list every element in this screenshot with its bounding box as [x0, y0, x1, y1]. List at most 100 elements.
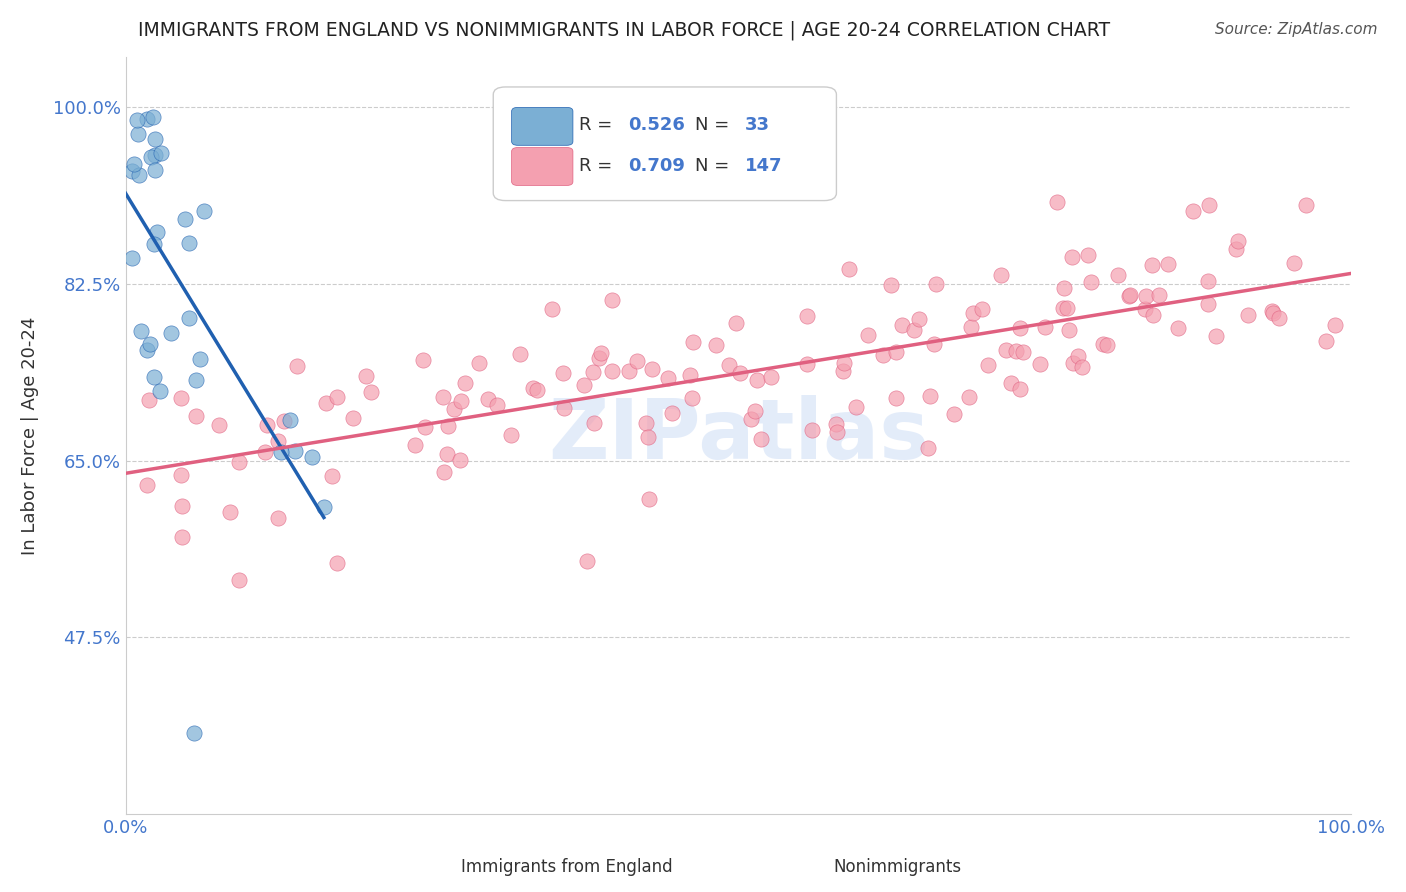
- Point: [468, 356, 491, 370]
- Point: [477, 392, 499, 406]
- Point: [761, 369, 783, 384]
- Point: [575, 554, 598, 568]
- FancyBboxPatch shape: [512, 107, 572, 145]
- Point: [499, 428, 522, 442]
- Text: 0.709: 0.709: [628, 158, 685, 176]
- Point: [432, 390, 454, 404]
- Point: [208, 418, 231, 433]
- Point: [572, 378, 595, 392]
- Point: [1053, 281, 1076, 295]
- Point: [1052, 301, 1074, 315]
- Point: [267, 511, 290, 525]
- Point: [170, 499, 193, 513]
- Point: [1226, 235, 1249, 249]
- Point: [626, 353, 648, 368]
- Point: [174, 212, 197, 227]
- Point: [228, 573, 250, 587]
- Point: [1323, 318, 1346, 332]
- Text: IMMIGRANTS FROM ENGLAND VS NONIMMIGRANTS IN LABOR FORCE | AGE 20-24 CORRELATION : IMMIGRANTS FROM ENGLAND VS NONIMMIGRANTS…: [138, 21, 1109, 40]
- Point: [1008, 383, 1031, 397]
- Point: [354, 368, 377, 383]
- Point: [682, 334, 704, 349]
- Point: [321, 469, 343, 483]
- Point: [602, 364, 624, 378]
- Point: [160, 326, 183, 340]
- Point: [169, 468, 191, 483]
- Point: [142, 237, 165, 252]
- Point: [638, 491, 661, 506]
- Point: [1071, 360, 1094, 375]
- Point: [1142, 258, 1164, 272]
- Point: [832, 364, 855, 378]
- Text: Source: ZipAtlas.com: Source: ZipAtlas.com: [1215, 22, 1378, 37]
- Point: [184, 373, 207, 387]
- Point: [256, 418, 278, 433]
- Text: N =: N =: [696, 116, 735, 134]
- Point: [526, 383, 548, 397]
- Point: [744, 403, 766, 417]
- Point: [129, 324, 152, 338]
- Point: [142, 110, 165, 124]
- Point: [637, 430, 659, 444]
- Point: [1157, 257, 1180, 271]
- Point: [326, 556, 349, 570]
- Point: [413, 420, 436, 434]
- Point: [1282, 255, 1305, 269]
- Point: [1095, 338, 1118, 352]
- Point: [1147, 287, 1170, 301]
- Point: [1062, 356, 1084, 370]
- Point: [270, 444, 292, 458]
- Point: [661, 407, 683, 421]
- Point: [436, 419, 458, 434]
- Point: [127, 127, 149, 141]
- Point: [1057, 322, 1080, 336]
- Point: [1261, 304, 1284, 318]
- Point: [1080, 275, 1102, 289]
- Point: [884, 345, 907, 359]
- Point: [1107, 268, 1129, 283]
- Point: [1118, 288, 1140, 302]
- Point: [1167, 321, 1189, 335]
- Point: [179, 310, 201, 325]
- Point: [1315, 334, 1337, 348]
- Point: [1135, 301, 1157, 316]
- Point: [801, 423, 824, 437]
- Point: [1197, 297, 1219, 311]
- Point: [315, 396, 337, 410]
- Point: [360, 384, 382, 399]
- Point: [925, 277, 948, 292]
- Point: [301, 450, 323, 464]
- Point: [436, 447, 458, 461]
- Point: [972, 301, 994, 316]
- Point: [1000, 376, 1022, 391]
- Point: [1197, 274, 1219, 288]
- Point: [450, 394, 472, 409]
- Point: [145, 225, 167, 239]
- Point: [170, 391, 193, 405]
- Point: [143, 148, 166, 162]
- Point: [1012, 344, 1035, 359]
- Point: [149, 384, 172, 399]
- Point: [136, 343, 159, 358]
- Point: [139, 150, 162, 164]
- Text: ZIPatlas: ZIPatlas: [548, 395, 929, 475]
- Point: [1205, 329, 1227, 343]
- Text: 0.526: 0.526: [628, 116, 685, 134]
- Text: R =: R =: [579, 116, 619, 134]
- Point: [825, 425, 848, 439]
- Point: [443, 401, 465, 416]
- Point: [149, 146, 172, 161]
- Point: [143, 132, 166, 146]
- Point: [219, 505, 242, 519]
- Point: [143, 162, 166, 177]
- Point: [856, 327, 879, 342]
- Point: [1135, 289, 1157, 303]
- Point: [832, 356, 855, 370]
- Point: [412, 353, 434, 368]
- Point: [486, 398, 509, 412]
- Point: [449, 453, 471, 467]
- Point: [1060, 250, 1083, 264]
- Point: [177, 236, 200, 251]
- FancyBboxPatch shape: [512, 147, 572, 186]
- Point: [1033, 319, 1056, 334]
